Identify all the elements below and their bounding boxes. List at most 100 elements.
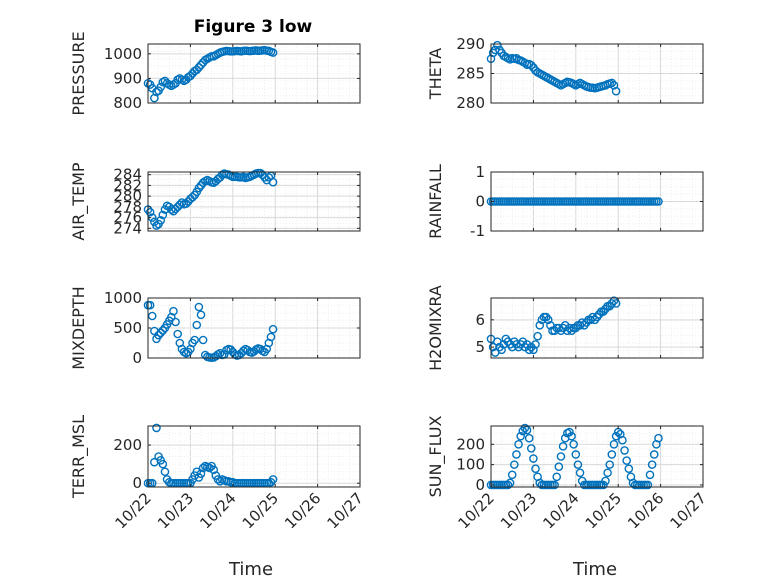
y-tick-label: 274	[113, 219, 142, 237]
data-point	[160, 467, 170, 477]
data-point	[268, 177, 278, 187]
x-tick-label: 10/24	[196, 489, 239, 532]
data-point	[599, 480, 608, 490]
y-tick-label: 0	[475, 193, 485, 211]
data-point	[510, 460, 519, 469]
y-axis-label: AIR_TEMP	[69, 162, 89, 240]
data-point	[156, 328, 166, 338]
y-tick-label: 200	[456, 435, 485, 453]
data-point	[567, 431, 576, 441]
y-tick-label: 285	[456, 65, 485, 83]
data-point	[194, 302, 204, 312]
data-point	[529, 345, 538, 355]
data-point	[169, 306, 178, 316]
data-point	[503, 480, 513, 490]
y-tick-label: 1000	[104, 289, 142, 307]
data-point	[507, 470, 517, 480]
axes-box	[147, 43, 361, 104]
data-point	[173, 329, 182, 339]
data-point	[156, 215, 166, 225]
data-point	[268, 324, 278, 334]
y-tick-label: 0	[475, 476, 485, 494]
data-point	[601, 476, 610, 486]
y-tick-label: 5	[475, 338, 485, 356]
data-point	[524, 433, 534, 443]
data-point	[196, 60, 206, 70]
data-point	[514, 439, 523, 449]
x-tick-label: 10/25	[582, 489, 625, 532]
data-point	[624, 464, 634, 474]
series-pressure	[143, 45, 278, 103]
data-point	[550, 480, 559, 490]
data-point	[192, 320, 202, 330]
data-point	[488, 342, 498, 352]
data-point	[571, 450, 581, 459]
data-point	[603, 468, 612, 478]
data-point	[575, 468, 585, 478]
data-point	[556, 452, 566, 461]
data-point	[516, 431, 525, 441]
data-point	[209, 465, 219, 475]
data-point	[497, 345, 506, 355]
data-point	[649, 450, 659, 459]
data-point	[531, 464, 540, 474]
data-point	[196, 310, 206, 320]
subplot-pressure: 800 900 1000 PRESSURE	[69, 31, 361, 116]
x-tick-label: 10/22	[455, 489, 498, 532]
data-point	[543, 315, 553, 325]
data-point	[213, 475, 223, 484]
y-tick-label: 276	[113, 209, 142, 227]
data-point	[226, 345, 235, 354]
x-tick-label: 10/26	[624, 489, 667, 532]
data-point	[499, 340, 509, 349]
series-air_temp	[143, 168, 278, 230]
y-axis-label: SUN_FLUX	[426, 416, 446, 498]
y-axis-label: MIXDEPTH	[69, 286, 88, 369]
x-axis-label-left: Time	[228, 559, 273, 580]
data-point	[192, 467, 202, 477]
data-point	[611, 431, 621, 441]
data-point	[198, 463, 208, 473]
y-tick-label: 0	[132, 474, 142, 492]
y-axis-label: TERR_MSL	[69, 415, 89, 499]
data-point	[192, 65, 202, 75]
grid-lines	[147, 171, 361, 232]
y-axis-label: PRESSURE	[69, 31, 88, 115]
data-point	[569, 439, 578, 449]
data-point	[512, 450, 521, 459]
y-axis-label: H2OMIXRA	[426, 285, 445, 371]
x-tick-label: 10/23	[154, 489, 197, 532]
x-axis-label-right: Time	[572, 559, 617, 580]
data-point	[645, 470, 655, 480]
subplot-terr_msl: 0 200 10/22 10/23 10/24 10/25 10/26 10/27 TERR_M…	[69, 415, 367, 532]
y-tick-label: 500	[113, 319, 142, 337]
data-point	[512, 53, 521, 63]
y-tick-label: 200	[113, 436, 142, 454]
y-axis-label: RAINFALL	[426, 164, 445, 239]
data-point	[152, 423, 161, 433]
y-tick-label: 282	[113, 176, 142, 194]
x-tick-label: 10/26	[281, 489, 324, 532]
axes-box	[147, 171, 361, 232]
series-rainfall	[486, 197, 663, 206]
series-theta	[486, 40, 621, 96]
x-tick-label: 10/24	[539, 489, 582, 532]
data-point	[607, 78, 617, 88]
data-point	[554, 462, 564, 471]
subplot-h2omixra: 5 6 H2OMIXRA	[426, 285, 704, 371]
data-point	[654, 197, 663, 206]
data-point	[268, 48, 278, 57]
x-tick-label: 10/22	[112, 489, 155, 532]
data-point	[654, 433, 663, 443]
data-point	[175, 200, 185, 210]
data-point	[526, 444, 536, 453]
y-axis-label: THETA	[426, 48, 445, 100]
x-tick-label: 10/27	[324, 489, 367, 532]
figure-title: Figure 3 low	[194, 17, 313, 37]
data-point	[158, 326, 168, 335]
data-point	[188, 192, 197, 202]
data-point	[190, 335, 199, 345]
data-point	[177, 198, 187, 207]
data-point	[152, 221, 161, 230]
